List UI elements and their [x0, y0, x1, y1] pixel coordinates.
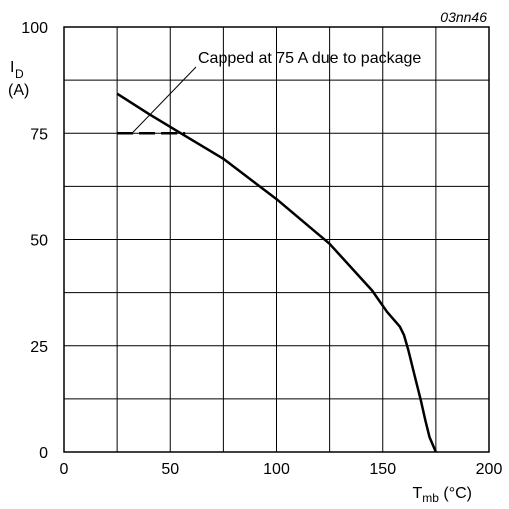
x-tick-label: 150: [369, 461, 396, 478]
y-axis-label-sub: D: [15, 67, 24, 81]
y-tick-label: 25: [30, 339, 48, 356]
x-axis-label-main: T: [412, 485, 422, 502]
grid: [64, 27, 489, 452]
x-tick-label: 200: [476, 461, 503, 478]
y-tick-label: 75: [30, 126, 48, 143]
x-tick-label: 50: [161, 461, 179, 478]
data-series: [116, 92, 438, 453]
x-tick-label: 100: [263, 461, 290, 478]
figure-id: 03nn46: [440, 9, 487, 25]
x-axis-label-sub: mb: [422, 491, 439, 505]
x-tick-label: 0: [60, 461, 69, 478]
y-tick-label: 100: [21, 20, 48, 37]
annotation-text: Capped at 75 A due to package: [198, 50, 421, 67]
y-axis-label-unit: (A): [8, 82, 29, 99]
x-axis-label-unit: (°C): [439, 485, 472, 502]
y-tick-label: 0: [39, 445, 48, 462]
y-tick-label: 50: [30, 233, 48, 250]
series-line-derating: [116, 92, 438, 453]
y-axis-label-main: I: [10, 59, 14, 76]
y-axis-label: I D (A): [8, 59, 29, 99]
annotations: Capped at 75 A due to package: [131, 50, 421, 134]
annotation-pointer: [131, 66, 197, 134]
tick-labels: 0 50 100 150 200 0 25 50 75 100: [21, 20, 502, 478]
x-axis-label: Tmb (°C): [412, 485, 472, 505]
plot-frame: [63, 26, 490, 453]
